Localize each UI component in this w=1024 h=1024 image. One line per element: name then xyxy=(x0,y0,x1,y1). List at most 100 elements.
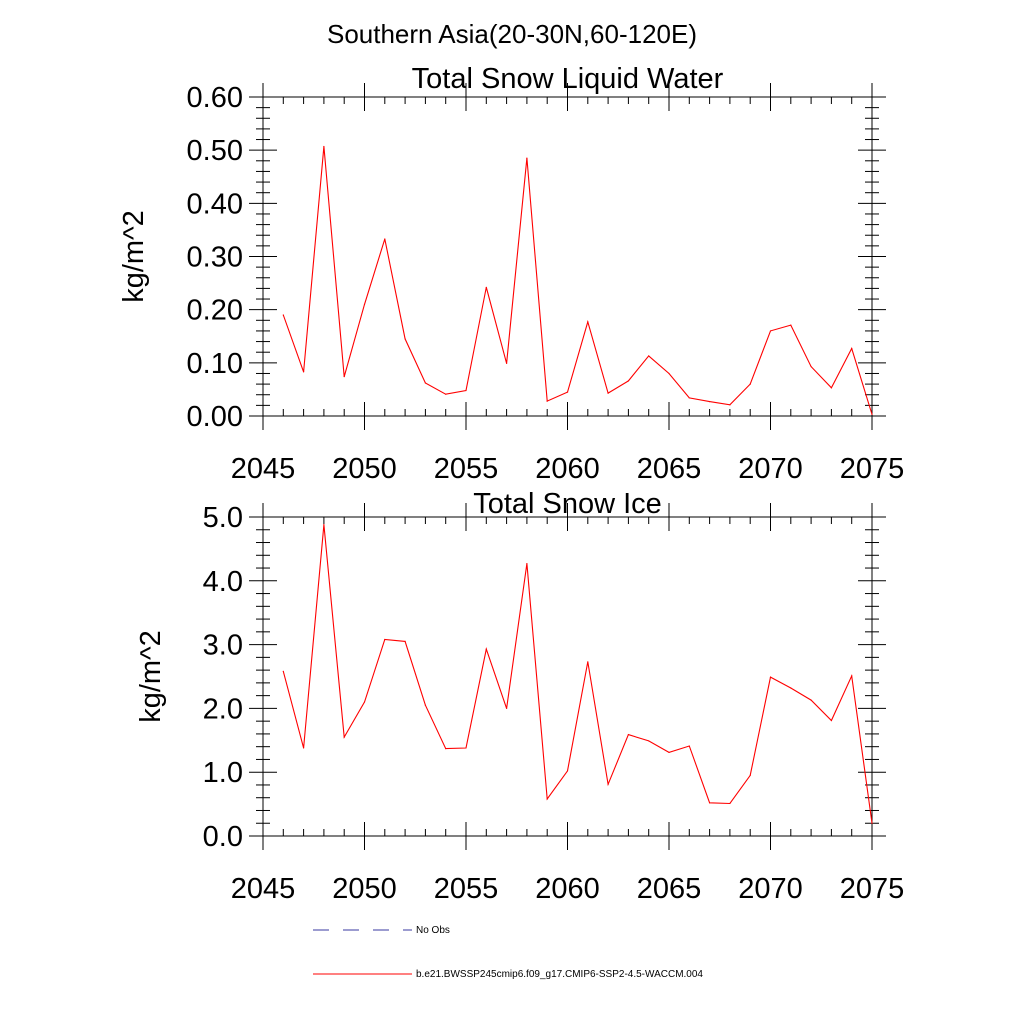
panel-1-xtick-label: 2045 xyxy=(231,453,296,485)
panel-2-data-point xyxy=(424,704,426,706)
panel-2-data-point xyxy=(506,707,508,710)
figure-suptitle: Southern Asia(20-30N,60-120E) xyxy=(327,19,697,49)
panel-2-data-point xyxy=(729,802,731,805)
panel-1-data-point xyxy=(790,324,792,326)
panel-1-ytick-label: 0.10 xyxy=(187,348,243,380)
panel-2-data-point xyxy=(343,736,345,738)
panel-2-xtick-label: 2050 xyxy=(332,873,397,905)
panel-2-data-point xyxy=(546,798,548,800)
panel-1-ytick-label: 0.40 xyxy=(187,188,243,220)
panel-2-data-point xyxy=(526,562,528,565)
panel-1-data-point xyxy=(851,347,853,350)
panel-2-data-point xyxy=(485,648,487,650)
panel-1-data-point xyxy=(485,286,487,288)
panel-2-data-point xyxy=(627,733,630,736)
panel-1-xtick-label: 2075 xyxy=(840,453,905,485)
panel-1-data-point xyxy=(830,387,833,389)
panel-1-xtick-label: 2070 xyxy=(738,453,803,485)
panel-2-data-point xyxy=(871,822,873,824)
legend-model-label: b.e21.BWSSP245cmip6.f09_g17.CMIP6-SSP2-4… xyxy=(416,969,703,980)
panel-1-data-point xyxy=(769,330,772,332)
panel-1-data-point xyxy=(688,397,690,399)
panel-2-xtick-label: 2045 xyxy=(231,873,296,905)
panel-2-ylabel: kg/m^2 xyxy=(135,630,167,723)
panel-2-ytick-label: 4.0 xyxy=(203,566,243,598)
panel-2-data-point xyxy=(830,719,833,722)
panel-1-data-point xyxy=(526,157,528,159)
panel-1-data-point xyxy=(729,404,731,406)
panel-1-data-point xyxy=(445,393,447,395)
panel-1-data-point xyxy=(506,362,508,364)
panel-1-data-point xyxy=(607,392,609,394)
panel-2-data-point xyxy=(790,687,792,689)
panel-2-data-point xyxy=(607,783,609,785)
panel-1-ytick-label: 0.30 xyxy=(187,242,243,274)
panel-1-ytick-label: 0.50 xyxy=(187,135,243,167)
panel-2-ytick-label: 5.0 xyxy=(203,502,243,534)
panel-2-data-point xyxy=(688,745,690,747)
panel-1-data-point xyxy=(668,372,670,375)
legend-obs-label: No Obs xyxy=(416,925,450,936)
panel-2-xtick-label: 2065 xyxy=(637,873,702,905)
panel-1-frame xyxy=(262,96,873,417)
panel-1-series-line xyxy=(282,146,873,415)
panel-2-ytick-label: 1.0 xyxy=(203,757,243,789)
panel-2-data-point xyxy=(668,751,670,754)
panel-1-data-point xyxy=(546,400,548,402)
panel-2-data-point xyxy=(648,740,650,742)
panel-2-data-point xyxy=(749,774,751,776)
panel-2-data-point xyxy=(404,640,406,643)
panel-2-data-point xyxy=(323,524,325,526)
panel-2-data-point xyxy=(769,676,772,678)
panel-1-data-point xyxy=(424,382,426,384)
panel-2-xtick-label: 2075 xyxy=(840,873,905,905)
panel-1-data-point xyxy=(404,338,406,340)
panel-2-frame xyxy=(262,516,873,837)
panel-1-data-point xyxy=(303,371,305,373)
panel-1-ytick-label: 0.20 xyxy=(187,295,243,327)
panel-1-data-point xyxy=(282,314,284,316)
panel-2-data-point xyxy=(587,661,589,663)
panel-2-data-point xyxy=(465,747,467,749)
panel-2-data-point xyxy=(282,670,284,672)
panel-1-data-point xyxy=(323,145,325,148)
panel-1-data-point xyxy=(465,389,467,392)
panel-1-data-point xyxy=(871,413,873,416)
panel-1-xtick-label: 2065 xyxy=(637,453,702,485)
panel-2-ytick-label: 3.0 xyxy=(203,630,243,662)
panel-2-data-point xyxy=(709,802,711,804)
panel-1-xtick-label: 2060 xyxy=(535,453,600,485)
panel-2-series-line xyxy=(282,524,873,824)
panel-1-data-point xyxy=(343,376,345,378)
panel-1-data-point xyxy=(384,238,386,240)
panel-2-data-point xyxy=(566,770,569,772)
panel-1-ytick-label: 0.60 xyxy=(187,82,243,114)
panel-2-data-point xyxy=(384,638,386,641)
panel-2-xtick-label: 2070 xyxy=(738,873,803,905)
panel-2-data-point xyxy=(363,701,366,703)
panel-1-data-point xyxy=(810,365,812,368)
panel-1-xtick-label: 2055 xyxy=(434,453,499,485)
panel-1-ytick-label: 0.00 xyxy=(187,401,243,433)
panel-1-ylabel: kg/m^2 xyxy=(118,210,150,303)
panel-2-data-point xyxy=(810,699,812,701)
panel-1-xtick-label: 2050 xyxy=(332,453,397,485)
panel-1-data-point xyxy=(587,321,589,323)
panel-2-ytick-label: 0.0 xyxy=(203,821,243,853)
panel-2-data-point xyxy=(303,747,305,749)
panel-2-ytick-label: 2.0 xyxy=(203,693,243,725)
panel-1-data-point xyxy=(627,380,630,382)
legend: No Obs b.e21.BWSSP245cmip6.f09_g17.CMIP6… xyxy=(313,925,703,980)
panel-1-data-point xyxy=(749,383,751,385)
panel-1-data-point xyxy=(363,303,366,305)
panel-1-data-point xyxy=(566,391,569,393)
panel-1-data-point xyxy=(648,355,650,357)
panel-2-data-point xyxy=(445,747,447,750)
panel-2-xtick-label: 2060 xyxy=(535,873,600,905)
panel-2-data-point xyxy=(851,675,853,677)
panel-1-data-point xyxy=(709,401,711,403)
